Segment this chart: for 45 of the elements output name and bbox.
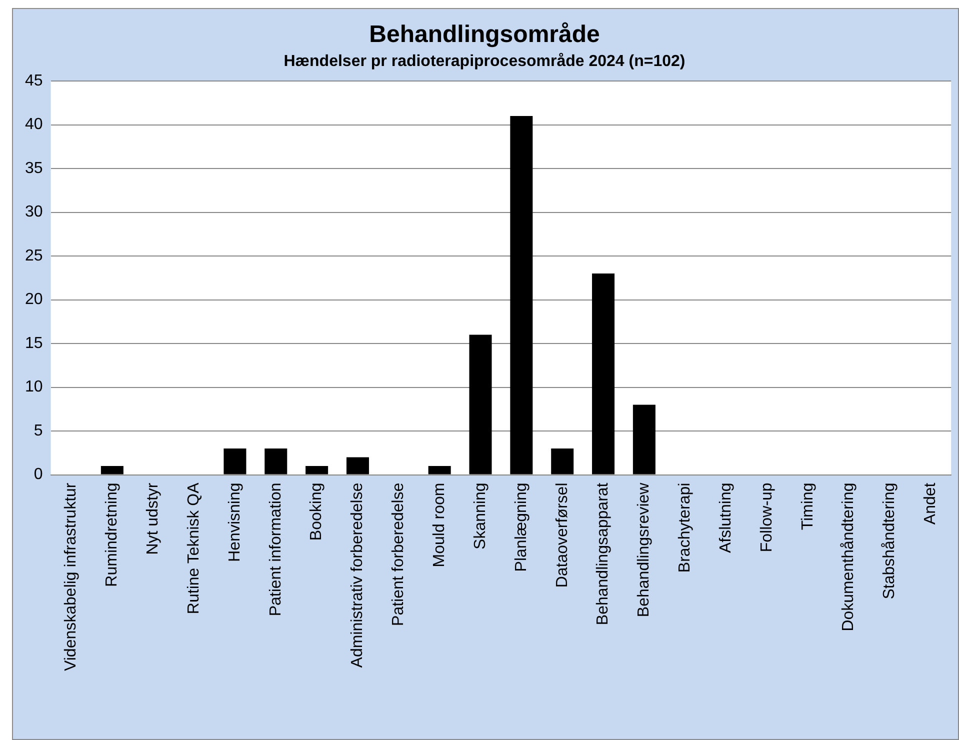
y-tick-label: 30 [25,204,43,221]
bar [510,116,533,474]
y-tick-label: 40 [25,116,43,134]
x-tick-label: Videnskabelig infrastruktur [62,482,80,671]
x-tick-label: Dataoverførsel [554,482,571,588]
x-tick-label: Dokumenthåndtering [840,482,858,632]
x-tick-label: Skanning [472,482,489,550]
x-tick-label: Mould room [430,482,448,568]
x-tick-label: Planlægning [512,482,530,572]
x-tick-label: Henvisning [226,482,244,562]
x-tick-label: Follow-up [758,482,776,552]
y-tick-label: 20 [25,291,43,308]
bar [224,448,246,474]
bar [306,466,328,474]
y-tick-label: 0 [34,466,43,484]
x-tick-label: Patient information [267,482,284,616]
bar [551,448,574,474]
bar [264,448,288,474]
chart-subtitle: Hændelser pr radioterapiprocesområde 2024 (n=102) [284,52,686,70]
bar [428,466,451,474]
y-tick-label: 15 [25,334,43,352]
bar [100,466,124,474]
x-tick-label: Nyt udstyr [144,482,162,555]
x-tick-label: Behandlingsapparat [594,482,612,626]
x-tick-label: Patient forberedelse [390,482,408,626]
x-tick-label: Stabshåndtering [881,482,898,600]
x-tick-label: Administrativ forberedelse [349,482,366,668]
chart-title: Behandlingsområde [369,21,600,48]
x-tick-label: Booking [308,482,326,541]
y-tick-label: 5 [34,422,43,440]
bar [632,404,656,474]
y-tick-label: 45 [25,72,43,90]
bar [469,334,492,474]
x-tick-label: Afslutning [717,482,734,554]
x-tick-label: Brachyterapi [676,482,694,573]
y-tick-label: 35 [25,160,43,177]
bar [346,457,369,474]
x-tick-label: Andet [922,482,940,525]
x-tick-label: Timing [799,482,816,530]
bar [592,274,615,474]
x-tick-label: Behandlingsreview [636,482,653,618]
y-tick-label: 25 [25,247,43,264]
x-tick-label: Rutine Teknisk QA [185,482,202,614]
x-tick-label: Rumindretning [104,482,121,587]
y-tick-label: 10 [25,378,43,396]
